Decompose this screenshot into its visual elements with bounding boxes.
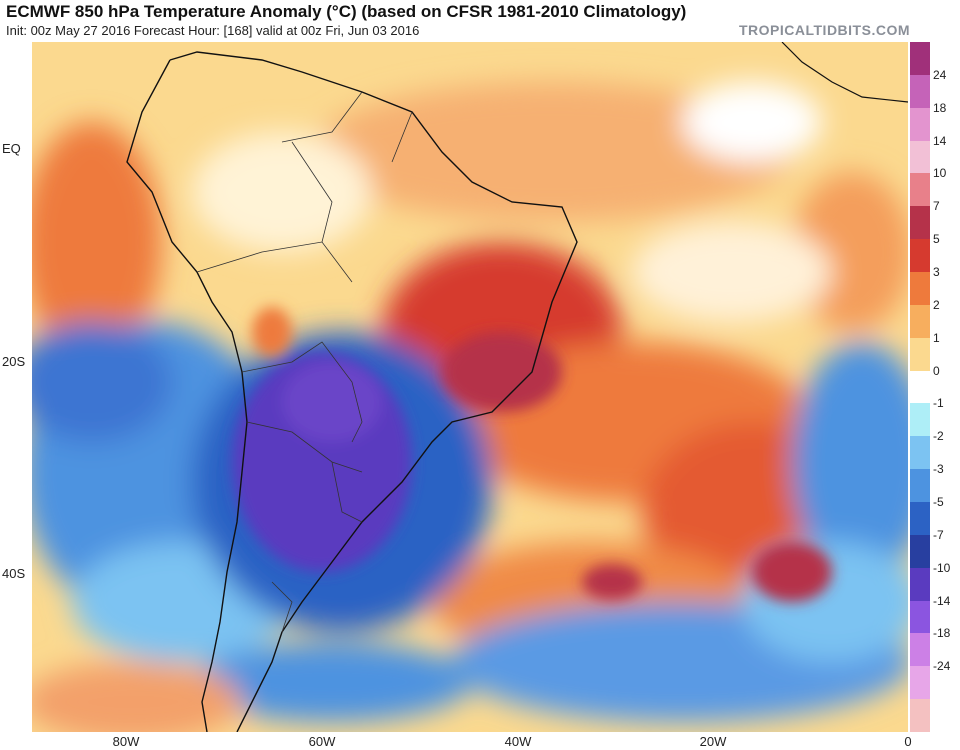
colorbar-label: -3 bbox=[933, 462, 944, 477]
colorbar-label: 2 bbox=[933, 297, 940, 312]
map-canvas bbox=[32, 42, 908, 732]
colorbar-label: -5 bbox=[933, 495, 944, 509]
colorbar bbox=[910, 42, 930, 733]
map-title: ECMWF 850 hPa Temperature Anomaly (°C) (… bbox=[6, 2, 687, 21]
colorbar-cell bbox=[910, 699, 930, 733]
colorbar-cell bbox=[910, 107, 930, 142]
colorbar-label: 1 bbox=[933, 330, 940, 345]
colorbar-cell bbox=[910, 666, 930, 700]
colorbar-label: 14 bbox=[933, 133, 947, 148]
colorbar-label: 3 bbox=[933, 265, 940, 279]
colorbar-label: 10 bbox=[933, 166, 947, 181]
colorbar-label: -2 bbox=[933, 429, 944, 444]
colorbar-label: -7 bbox=[933, 527, 944, 542]
brand-watermark[interactable]: TROPICALTIDBITS.COM bbox=[738, 22, 910, 38]
colorbar-label: 0 bbox=[933, 363, 940, 378]
lon-label-60w: 60W bbox=[308, 734, 336, 749]
colorbar-cell bbox=[910, 337, 930, 372]
lon-label-0: 0 bbox=[904, 734, 912, 749]
colorbar-cell bbox=[910, 206, 930, 240]
colorbar-cell bbox=[910, 502, 930, 536]
lat-label-eq: EQ bbox=[2, 141, 21, 156]
colorbar-cell bbox=[910, 403, 930, 437]
forecast-info: Init: 00z May 27 2016 Forecast Hour: [16… bbox=[6, 23, 420, 38]
lat-label-20s: 20S bbox=[2, 354, 26, 369]
lon-label-20w: 20W bbox=[699, 734, 727, 749]
lat-label-40s: 40S bbox=[2, 566, 26, 581]
colorbar-cell bbox=[910, 239, 930, 273]
colorbar-cell bbox=[910, 469, 930, 503]
colorbar-label: -1 bbox=[933, 396, 944, 411]
colorbar-label: -18 bbox=[933, 626, 951, 641]
africa-coastline bbox=[781, 42, 908, 103]
colorbar-cell bbox=[910, 140, 930, 174]
colorbar-cell bbox=[910, 74, 930, 109]
colorbar-cell bbox=[910, 370, 930, 404]
lon-label-40w: 40W bbox=[504, 734, 532, 749]
colorbar-cell bbox=[910, 173, 930, 207]
colorbar-cell bbox=[910, 567, 930, 602]
anomaly-map bbox=[32, 42, 908, 732]
colorbar-label: -24 bbox=[933, 659, 951, 674]
colorbar-label: 7 bbox=[933, 199, 940, 214]
colorbar-label: -10 bbox=[933, 560, 951, 575]
colorbar-cell bbox=[910, 272, 930, 306]
colorbar-cell bbox=[910, 304, 930, 339]
lon-label-80w: 80W bbox=[112, 734, 140, 749]
colorbar-cell bbox=[910, 42, 930, 76]
map-header: ECMWF 850 hPa Temperature Anomaly (°C) (… bbox=[0, 0, 960, 42]
colorbar-label: 5 bbox=[933, 232, 940, 247]
colorbar-label: -14 bbox=[933, 593, 951, 608]
colorbar-cell bbox=[910, 633, 930, 667]
colorbar-cell bbox=[910, 534, 930, 569]
colorbar-label: 24 bbox=[933, 67, 947, 82]
colorbar-label: 18 bbox=[933, 100, 947, 115]
country-borders bbox=[196, 91, 413, 633]
colorbar-cell bbox=[910, 600, 930, 634]
colorbar-cell bbox=[910, 436, 930, 470]
